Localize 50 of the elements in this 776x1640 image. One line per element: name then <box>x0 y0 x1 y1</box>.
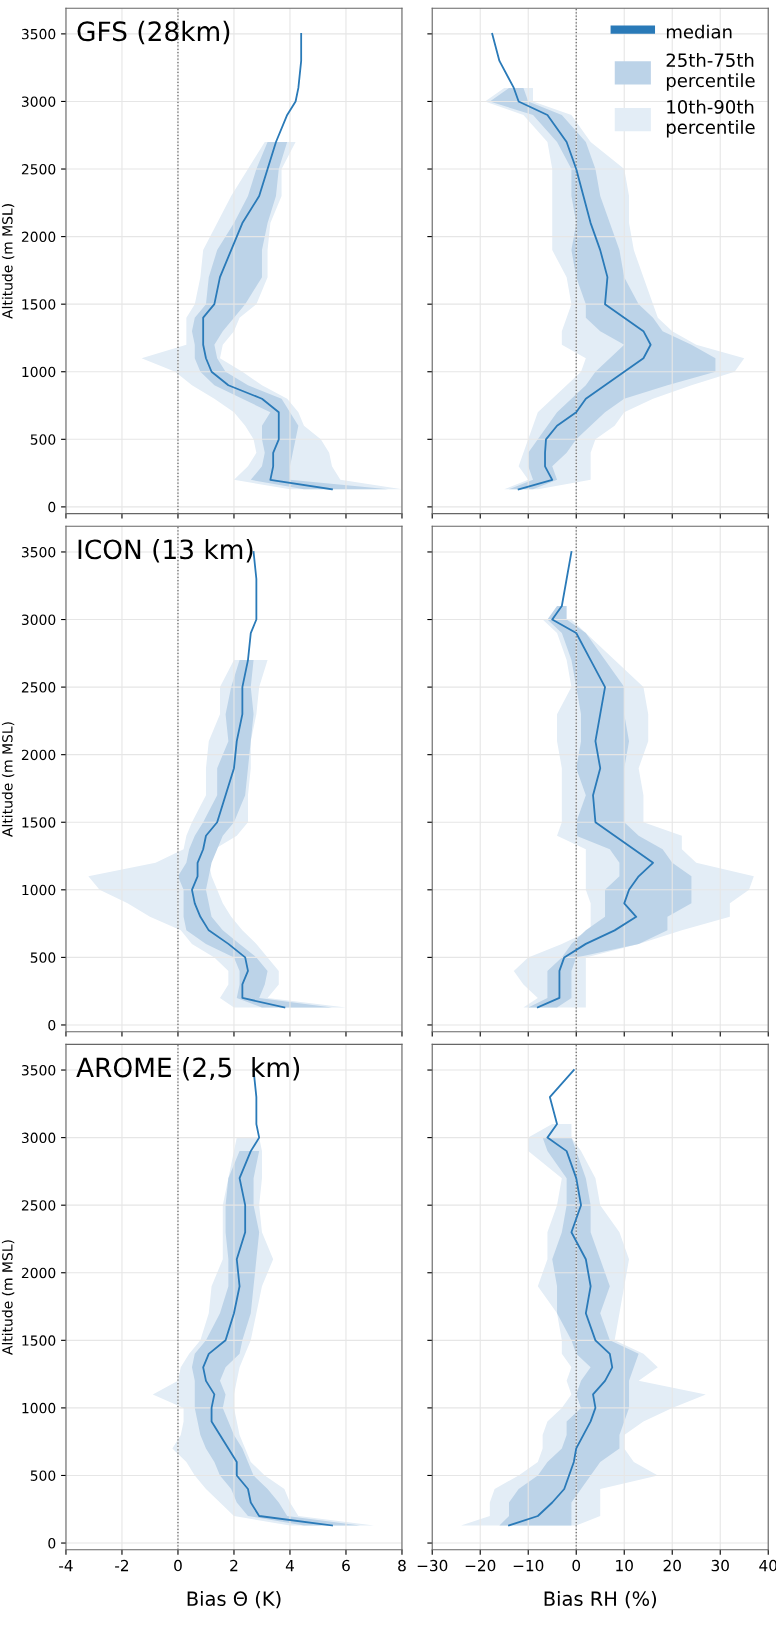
y-tick-label: 500 <box>30 434 56 445</box>
y-tick-label: 0 <box>48 501 56 513</box>
y-axis-title: Altitude (m MSL) <box>1 204 15 319</box>
y-tick-label: 3500 <box>21 1065 56 1076</box>
annotation: ICON (13 km) <box>78 538 253 563</box>
y-tick-label: 1500 <box>22 1335 56 1346</box>
x-tick-label: −10 <box>513 1559 544 1572</box>
x-tick-label: −30 <box>417 1559 448 1572</box>
x-tick-label: 6 <box>342 1559 350 1572</box>
y-axis-title: Altitude (m MSL) <box>1 1240 15 1355</box>
x-tick-label: 0 <box>572 1559 581 1572</box>
x-tick-label: -2 <box>115 1559 129 1572</box>
y-tick-label: 2500 <box>21 1200 56 1211</box>
y-tick-label: 1000 <box>22 366 56 378</box>
x-tick-label: 10 <box>616 1559 633 1572</box>
x-tick-label: −20 <box>465 1559 496 1572</box>
x-axis-title: Bias Θ (K) <box>187 1590 281 1609</box>
x-tick-label: 2 <box>230 1559 238 1572</box>
x-axis-title: Bias RH (%) <box>544 1590 657 1609</box>
y-tick-label: 0 <box>48 1538 56 1549</box>
x-tick-label: 8 <box>398 1559 406 1572</box>
x-tick-label: 0 <box>174 1559 182 1572</box>
x-tick-label: 4 <box>285 1559 294 1572</box>
y-tick-label: 500 <box>30 1470 56 1481</box>
y-tick-label: 0 <box>48 1019 56 1031</box>
y-tick-label: 1500 <box>22 817 56 828</box>
y-axis-title: Altitude (m MSL) <box>1 722 15 837</box>
x-tick-label: 30 <box>711 1559 729 1572</box>
y-tick-label: 1000 <box>22 1402 56 1414</box>
y-tick-label: 3500 <box>21 28 56 40</box>
x-tick-label: -4 <box>59 1559 73 1572</box>
x-tick-label: 20 <box>663 1559 681 1572</box>
y-tick-label: 3000 <box>21 96 56 107</box>
y-tick-label: 3000 <box>21 1132 56 1144</box>
y-tick-label: 3000 <box>21 614 56 625</box>
legend-label: 25th-75th percentile <box>666 53 755 91</box>
y-tick-label: 2500 <box>21 163 56 175</box>
x-tick-label: 40 <box>759 1559 776 1572</box>
y-tick-label: 2000 <box>21 749 56 761</box>
y-tick-label: 2500 <box>21 682 56 693</box>
y-tick-label: 2000 <box>21 1267 56 1279</box>
y-tick-label: 3500 <box>21 546 56 558</box>
y-tick-label: 1000 <box>22 884 56 896</box>
legend-label: 10th-90th percentile <box>666 99 755 138</box>
annotation: AROME (2,5 km) <box>76 1056 300 1081</box>
y-tick-label: 500 <box>30 952 56 963</box>
annotation: GFS (28km) <box>77 20 230 45</box>
y-tick-label: 1500 <box>22 299 56 310</box>
y-tick-label: 2000 <box>21 231 56 243</box>
legend-label: median <box>666 24 732 39</box>
